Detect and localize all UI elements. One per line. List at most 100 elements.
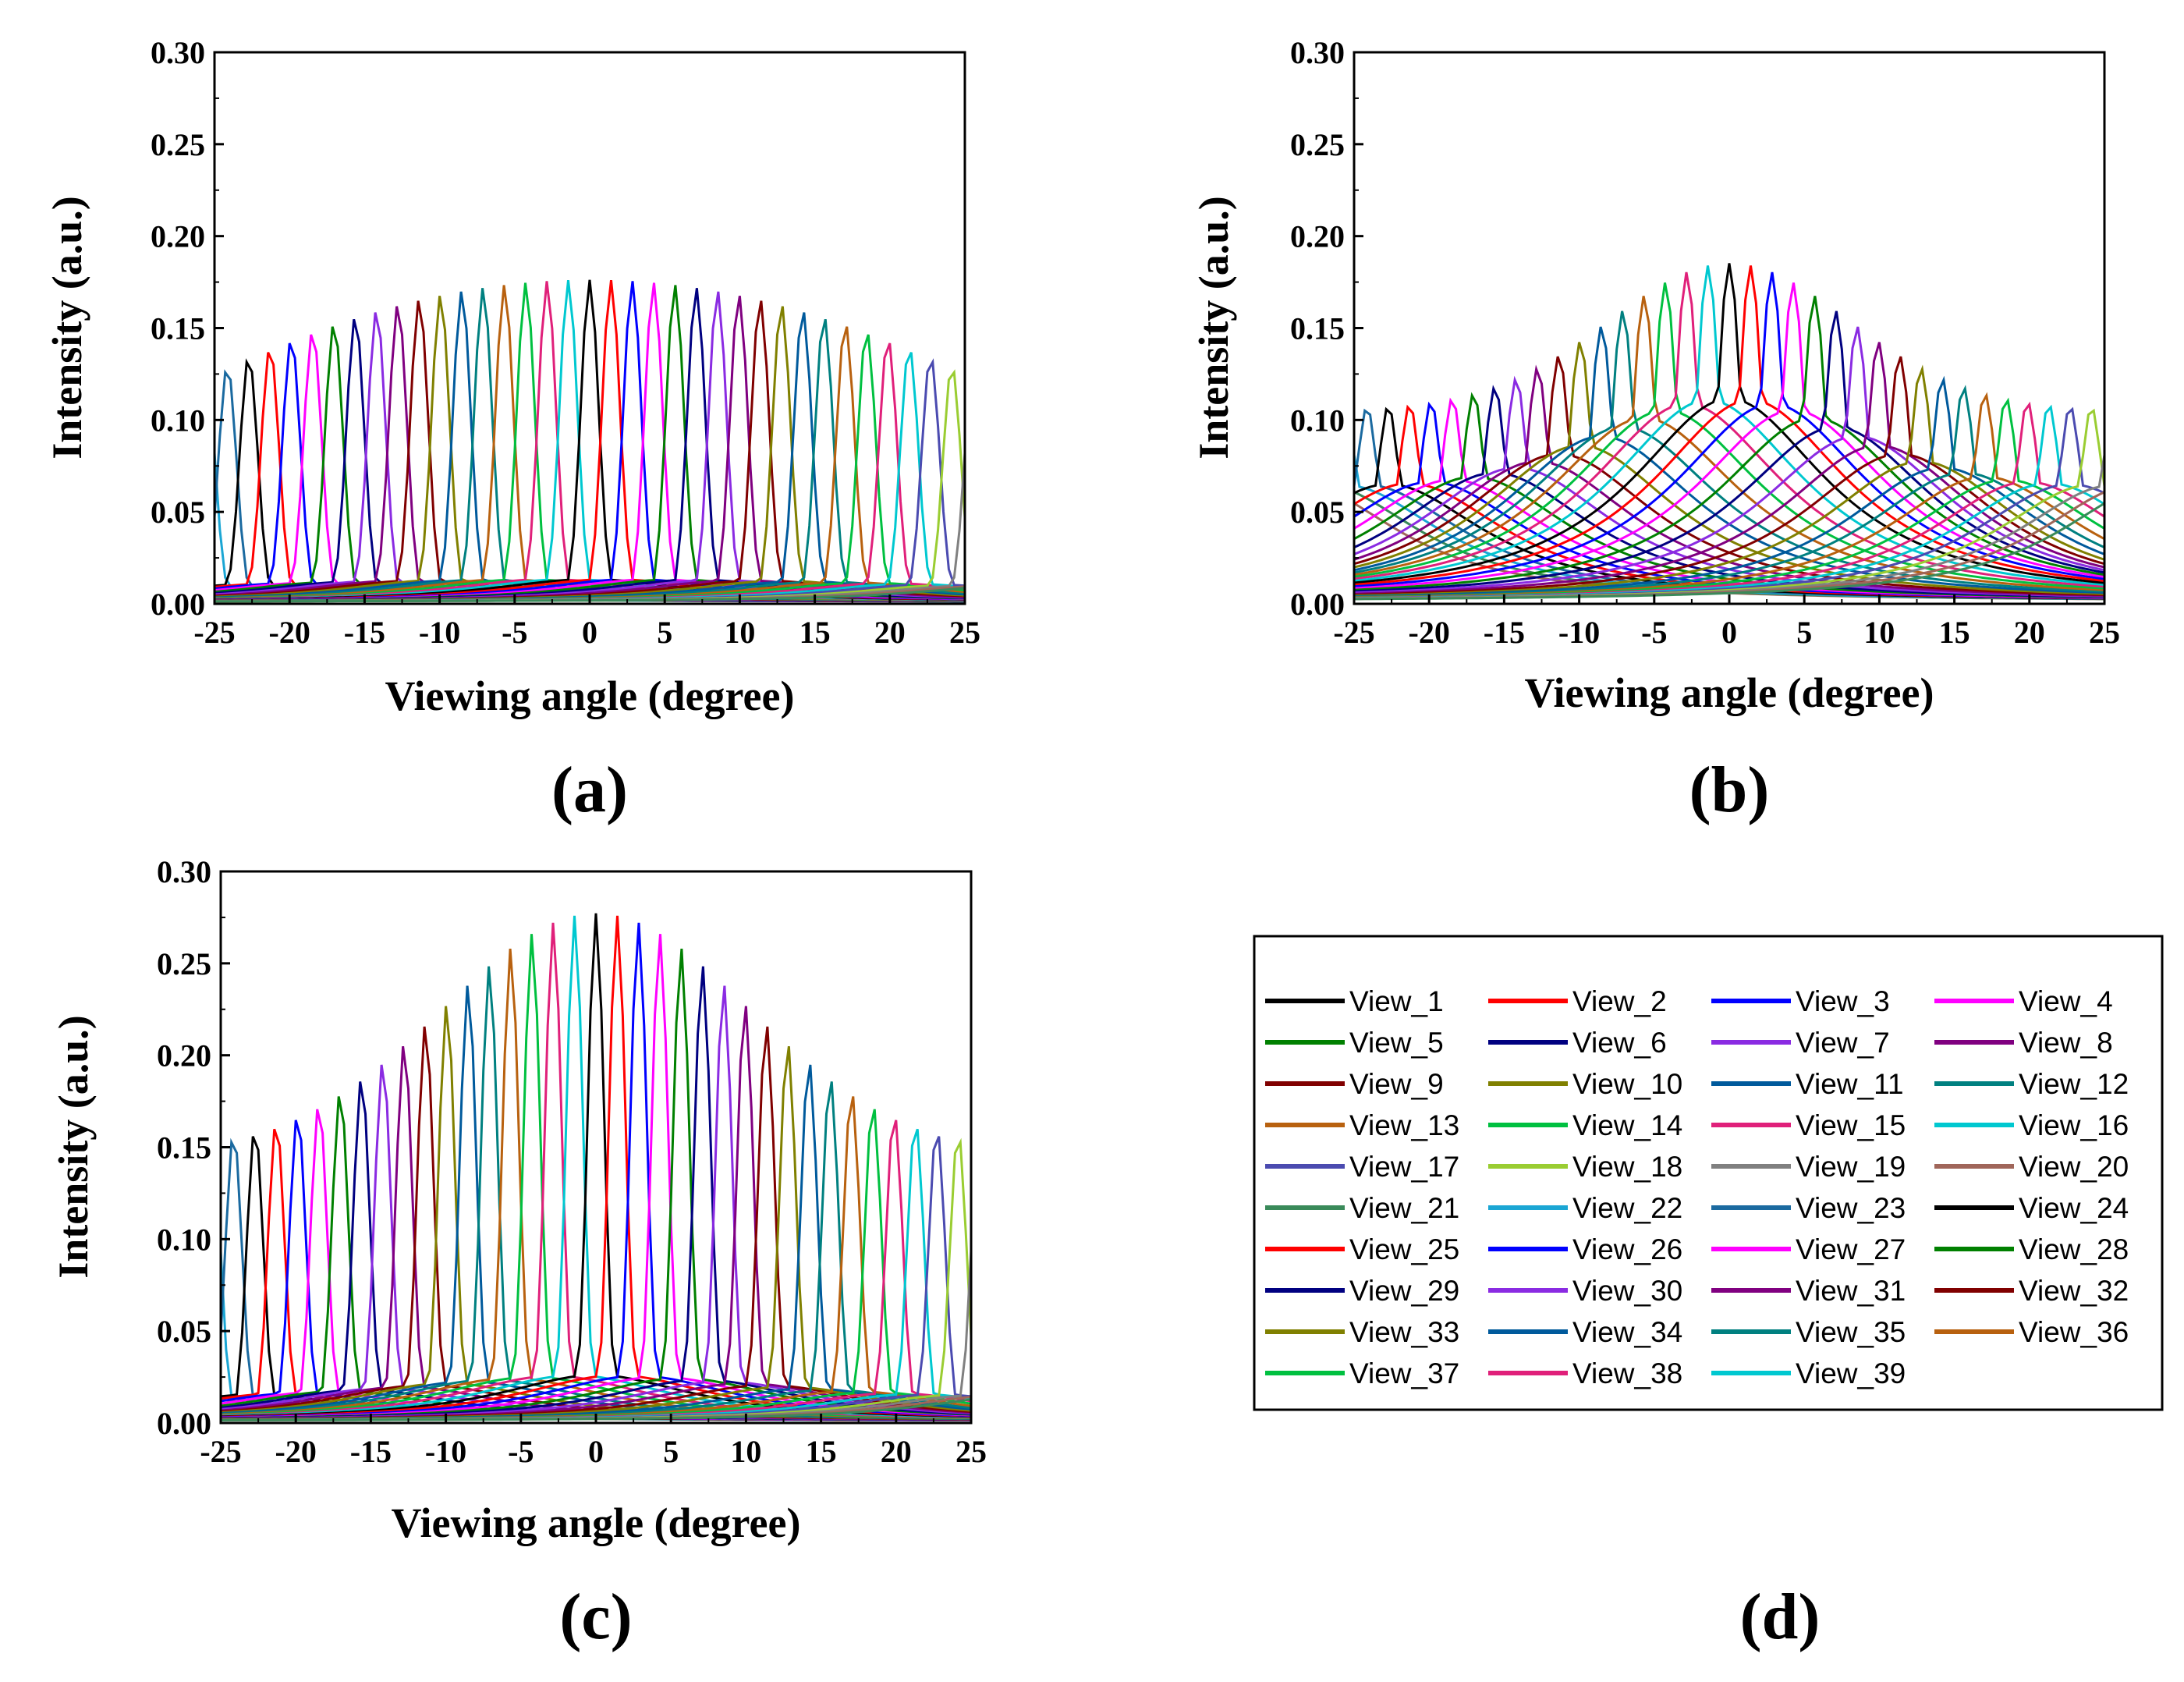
view-7-lobe	[1354, 326, 2104, 594]
panel-a-ticks: -25 -20 -15 -10 -5 0 5 10 15 20 25 0.00 0.05 0.10 0.15…	[151, 35, 980, 650]
legend-item: View_9	[1265, 1068, 1444, 1100]
legend-label: View_31	[1796, 1275, 1906, 1307]
legend-item: View_30	[1488, 1275, 1682, 1307]
view-30-lobe	[221, 1064, 971, 1421]
view-27-lobe	[214, 334, 965, 602]
x-tick-label: -5	[1641, 615, 1667, 650]
x-tick-label: 10	[724, 615, 755, 650]
legend-label: View_39	[1796, 1357, 1906, 1389]
legend-item: View_7	[1711, 1027, 1890, 1059]
y-tick-label: 0.15	[157, 1130, 211, 1166]
legend-label: View_10	[1572, 1068, 1682, 1100]
y-tick-label: 0.00	[157, 1406, 211, 1441]
x-tick-label: -15	[344, 615, 385, 650]
x-tick-label: -20	[1409, 615, 1450, 650]
view-31-lobe	[221, 1046, 971, 1421]
legend-item: View_5	[1265, 1027, 1444, 1059]
view-7-lobe	[214, 291, 965, 602]
legend-item: View_21	[1265, 1192, 1459, 1224]
legend-label: View_36	[2019, 1316, 2129, 1348]
y-tick-label: 0.15	[151, 311, 205, 346]
legend-label: View_14	[1572, 1109, 1682, 1141]
x-tick-label: 0	[582, 615, 597, 650]
panel-c-series	[221, 913, 971, 1421]
y-tick-label: 0.05	[157, 1314, 211, 1349]
legend-label: View_17	[1349, 1151, 1459, 1183]
legend-label: View_34	[1572, 1316, 1682, 1348]
legend-item: View_15	[1711, 1109, 1906, 1141]
legend-item: View_31	[1711, 1275, 1906, 1307]
x-tick-label: 25	[949, 615, 980, 650]
y-tick-label: 0.30	[1290, 35, 1345, 70]
view-8-lobe	[1354, 342, 2104, 595]
view-2-lobe	[214, 280, 965, 601]
legend-item: View_36	[1934, 1316, 2129, 1348]
panel-b-series	[1354, 263, 2104, 601]
panel-c-ylabel: Intensity (a.u.)	[50, 1015, 97, 1279]
legend-box	[1253, 935, 2164, 1411]
y-tick-label: 0.25	[151, 127, 205, 162]
legend-label: View_21	[1349, 1192, 1459, 1224]
view-3-lobe	[214, 281, 965, 601]
legend-item: View_34	[1488, 1316, 1682, 1348]
legend-item: View_16	[1934, 1109, 2129, 1141]
x-tick-label: -20	[275, 1434, 317, 1469]
legend-item: View_13	[1265, 1109, 1459, 1141]
legend-item: View_6	[1488, 1027, 1667, 1059]
legend-label: View_3	[1796, 985, 1890, 1017]
y-tick-label: 0.00	[151, 587, 205, 622]
legend-item: View_19	[1711, 1151, 1906, 1183]
legend-label: View_2	[1572, 985, 1667, 1017]
legend-label: View_9	[1349, 1068, 1444, 1100]
legend-label: View_5	[1349, 1027, 1444, 1059]
panel-b-xlabel: Viewing angle (degree)	[1525, 669, 1934, 716]
x-tick-label: 5	[657, 615, 672, 650]
legend-item: View_20	[1934, 1151, 2129, 1183]
view-13-lobe	[214, 326, 965, 602]
view-10-lobe	[214, 306, 965, 602]
legend-item: View_35	[1711, 1316, 1906, 1348]
view-10-lobe	[221, 1046, 971, 1421]
legend-label: View_26	[1572, 1233, 1682, 1265]
legend-item: View_38	[1488, 1357, 1682, 1389]
legend-item: View_37	[1265, 1357, 1459, 1389]
x-tick-label: 20	[874, 615, 906, 650]
legend-item: View_29	[1265, 1275, 1459, 1307]
x-tick-label: 15	[1939, 615, 1970, 650]
x-tick-label: -20	[269, 615, 310, 650]
x-tick-label: 15	[806, 1434, 837, 1469]
panel-d-label: (d)	[1740, 1581, 1821, 1653]
legend-item: View_32	[1934, 1275, 2129, 1307]
y-tick-label: 0.25	[1290, 127, 1345, 162]
panel-a-series	[214, 279, 965, 603]
legend-item: View_17	[1265, 1151, 1459, 1183]
legend-label: View_8	[2019, 1027, 2113, 1059]
view-6-lobe	[214, 288, 965, 601]
x-tick-label: -10	[419, 615, 460, 650]
view-11-lobe	[221, 1064, 971, 1421]
view-21-lobe	[1354, 502, 2104, 601]
panel-b-ticks: -25 -20 -15 -10 -5 0 5 10 15 20 25 0.00 0.05 0.10 0.15…	[1290, 35, 2120, 650]
legend-item: View_22	[1488, 1192, 1682, 1224]
y-tick-label: 0.20	[151, 219, 205, 254]
y-tick-label: 0.10	[157, 1222, 211, 1257]
panel-c-label: (c)	[559, 1581, 632, 1653]
x-tick-label: 15	[800, 615, 831, 650]
y-tick-label: 0.30	[157, 854, 211, 889]
x-tick-label: -25	[200, 1434, 241, 1469]
x-tick-label: 20	[881, 1434, 912, 1469]
legend-item: View_10	[1488, 1068, 1682, 1100]
x-tick-label: -15	[350, 1434, 392, 1469]
y-tick-label: 0.10	[151, 403, 205, 438]
legend-label: View_7	[1796, 1027, 1890, 1059]
x-tick-label: 0	[588, 1434, 604, 1469]
legend-item: View_2	[1488, 985, 1667, 1017]
legend-label: View_20	[2019, 1151, 2129, 1183]
legend-entries: View_1 View_2 View_3 View_4 View_5 View_6 View…	[1265, 985, 2129, 1389]
view-14-lobe	[214, 334, 965, 602]
view-34-lobe	[214, 291, 965, 602]
legend-label: View_25	[1349, 1233, 1459, 1265]
legend-label: View_24	[2019, 1192, 2129, 1224]
view-5-lobe	[214, 285, 965, 601]
panel-b-frame	[1353, 51, 2106, 605]
